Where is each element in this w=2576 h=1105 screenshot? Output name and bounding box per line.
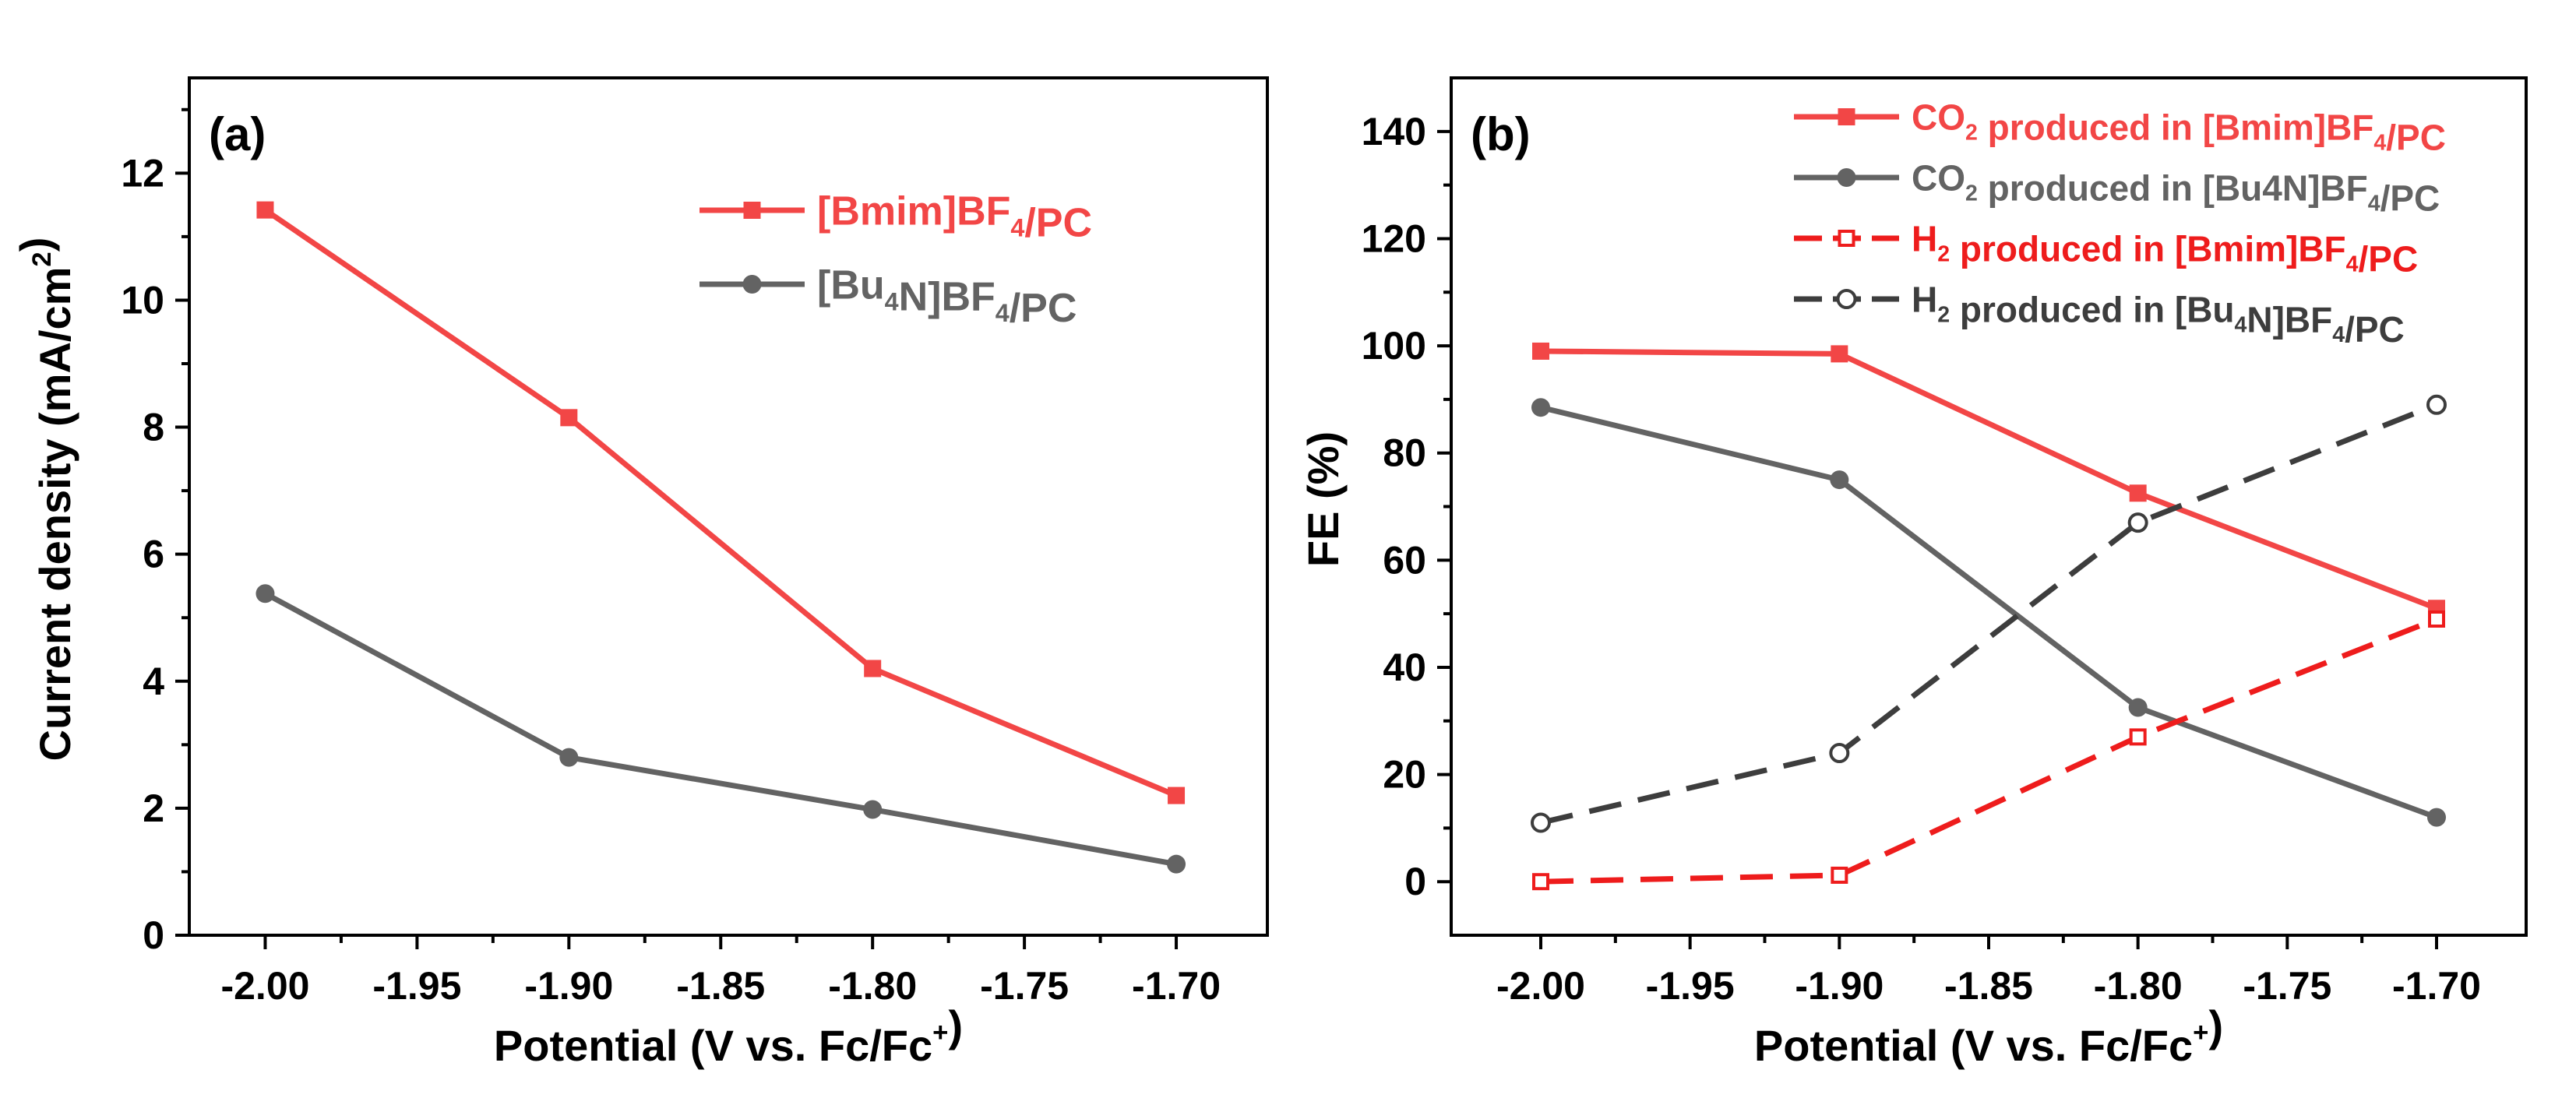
data-point-1-1 — [1830, 470, 1849, 490]
y-tick-label: 0 — [1404, 860, 1426, 903]
y-tick-label: 140 — [1362, 110, 1426, 153]
data-point-1-2 — [863, 800, 883, 819]
x-axis-title: Potential (V vs. Fc/Fc+) — [1754, 1001, 2223, 1070]
y-tick-label: 12 — [121, 151, 164, 195]
data-point-0-2 — [2129, 484, 2147, 502]
data-point-3-1 — [1829, 743, 1850, 764]
y-tick-label: 8 — [143, 406, 164, 449]
data-point-1-0 — [1531, 398, 1550, 417]
data-point-1-1 — [559, 748, 579, 767]
x-tick-label: -1.95 — [372, 964, 461, 1008]
data-point-1-3 — [1167, 854, 1186, 874]
x-tick-label: -1.90 — [1795, 964, 1884, 1008]
series-line-1 — [1540, 404, 2438, 820]
chart-panel-a: -2.00 -1.95 -1.90 -1.85 -1.80 -1.75 -1.70 0 2 4 6 8… — [11, 76, 1269, 1070]
data-point-1-3 — [2427, 808, 2446, 827]
series-line-1 — [263, 591, 1177, 867]
legend-label-0: CO2 produced in [Bmim]BF4/PC — [1912, 97, 2446, 158]
y-tick-label: 2 — [143, 787, 164, 830]
y-tick-label: 0 — [143, 913, 164, 957]
y-tick-label: 40 — [1383, 646, 1426, 689]
legend-label-3: H2 produced in [Bu4N]BF4/PC — [1912, 280, 2405, 350]
y-tick-label: 80 — [1383, 431, 1426, 475]
data-point-1-2 — [2128, 698, 2148, 717]
legend-marker-1 — [742, 275, 762, 294]
x-tick-label: -1.70 — [1132, 964, 1221, 1008]
data-point-2-0 — [1532, 873, 1549, 891]
y-tick-label: 20 — [1383, 753, 1426, 797]
series-line-2 — [1540, 616, 2438, 885]
y-tick-label: 4 — [143, 660, 164, 703]
legend-label-0: [Bmim]BF4/PC — [817, 189, 1092, 246]
legend-marker-0 — [1838, 108, 1855, 125]
x-axis-title: Potential (V vs. Fc/Fc+) — [494, 1001, 963, 1070]
y-tick-label: 10 — [121, 278, 164, 322]
data-point-0-0 — [1532, 342, 1549, 360]
panel-label: (a) — [209, 108, 266, 160]
data-point-3-2 — [2127, 512, 2148, 533]
x-tick-label: -1.80 — [2094, 964, 2183, 1008]
x-tick-label: -1.95 — [1646, 964, 1735, 1008]
data-point-0-1 — [1831, 345, 1848, 363]
series-line-0 — [1540, 348, 2438, 611]
legend-marker-0 — [743, 202, 761, 219]
x-tick-label: -2.00 — [220, 964, 309, 1008]
series-line-3 — [1540, 402, 2438, 825]
y-tick-label: 100 — [1362, 324, 1426, 368]
x-tick-label: -1.70 — [2392, 964, 2481, 1008]
x-tick-label: -1.75 — [980, 964, 1069, 1008]
y-axis-title: FE (%) — [1299, 431, 1348, 567]
legend: [Bmim]BF4/PC [Bu4N]BF4/PC — [700, 189, 1092, 331]
panel-label: (b) — [1471, 108, 1531, 160]
data-point-3-3 — [2426, 394, 2447, 415]
data-point-2-1 — [1831, 866, 1848, 884]
data-point-0-1 — [560, 409, 578, 427]
legend-label-1: CO2 produced in [Bu4N]BF4/PC — [1912, 158, 2440, 219]
x-tick-label: -1.90 — [524, 964, 613, 1008]
data-point-2-2 — [2129, 728, 2147, 746]
x-tick-label: -1.80 — [828, 964, 917, 1008]
data-point-3-0 — [1531, 812, 1551, 833]
legend-label-1: [Bu4N]BF4/PC — [817, 263, 1077, 331]
x-tick-label: -1.85 — [676, 964, 765, 1008]
legend-marker-3 — [1836, 289, 1857, 309]
chart-panel-b: -2.00 -1.95 -1.90 -1.85 -1.80 -1.75 -1.70 0 20 40… — [1299, 76, 2528, 1070]
y-tick-label: 120 — [1362, 216, 1426, 260]
x-tick-label: -1.75 — [2243, 964, 2331, 1008]
series-line-0 — [263, 207, 1178, 798]
y-tick-label: 60 — [1383, 538, 1426, 582]
data-point-0-3 — [1168, 787, 1186, 804]
x-tick-label: -1.85 — [1944, 964, 2033, 1008]
data-point-1-0 — [255, 584, 275, 604]
data-point-2-3 — [2428, 611, 2445, 628]
plot-frame — [188, 76, 1269, 937]
x-tick-label: -2.00 — [1496, 964, 1585, 1008]
y-tick-label: 6 — [143, 533, 164, 576]
legend-marker-2 — [1838, 230, 1855, 247]
y-axis-title: Current density (mA/cm2) — [11, 238, 79, 762]
data-point-0-2 — [864, 660, 882, 677]
legend-label-2: H2 produced in [Bmim]BF4/PC — [1912, 219, 2418, 280]
data-point-0-0 — [256, 201, 274, 219]
legend-marker-1 — [1837, 168, 1856, 187]
